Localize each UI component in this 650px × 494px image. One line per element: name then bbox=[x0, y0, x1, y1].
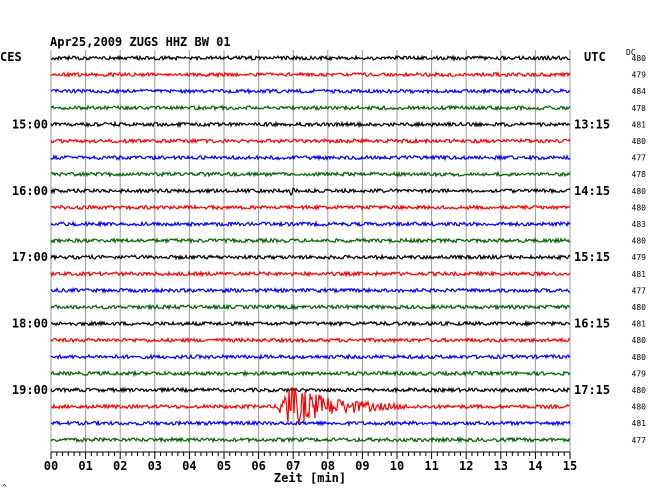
trace-line bbox=[51, 319, 571, 328]
time-axis: 00 01 02 03 04 05 06 07 08 09 10 11 12 13 14 15 bbox=[44, 451, 577, 473]
trace-line bbox=[50, 419, 571, 427]
dc-value-label: 480 bbox=[632, 403, 647, 412]
x-tick-label: 03 bbox=[148, 459, 162, 473]
corner-mark: ^ bbox=[2, 483, 7, 492]
trace-line bbox=[50, 369, 571, 378]
x-tick-label: 06 bbox=[251, 459, 265, 473]
x-tick-label: 02 bbox=[113, 459, 127, 473]
dc-value-label: 478 bbox=[632, 104, 647, 113]
right-time-label: 16:15 bbox=[574, 317, 610, 331]
trace-line bbox=[50, 170, 571, 178]
x-tick-label: 14 bbox=[528, 459, 542, 473]
left-time-label: 16:00 bbox=[12, 184, 48, 198]
x-tick-label: 11 bbox=[424, 459, 438, 473]
left-time-label: 19:00 bbox=[12, 383, 48, 397]
dc-value-label: 481 bbox=[632, 320, 647, 329]
dc-value-label: 480 bbox=[632, 137, 647, 146]
dc-value-label: 478 bbox=[632, 170, 647, 179]
x-axis-label: Zeit [min] bbox=[274, 471, 346, 485]
x-tick-label: 15 bbox=[563, 459, 577, 473]
right-timezone-label: UTC bbox=[584, 50, 606, 64]
trace-line bbox=[50, 187, 571, 197]
trace-line bbox=[50, 203, 571, 211]
seismic-traces bbox=[50, 54, 571, 444]
trace-line bbox=[50, 286, 571, 294]
left-timezone-label: CES bbox=[0, 50, 22, 64]
grid-lines bbox=[50, 50, 571, 452]
dc-value-label: 481 bbox=[632, 270, 647, 279]
x-tick-label: 10 bbox=[390, 459, 404, 473]
trace-line bbox=[50, 104, 571, 112]
trace-line bbox=[50, 70, 571, 79]
trace-line bbox=[50, 153, 571, 162]
dc-header-label: DC bbox=[626, 48, 636, 57]
trace-line bbox=[50, 253, 571, 262]
chart-title: Apr25,2009 ZUGS HHZ BW 01 bbox=[50, 35, 231, 49]
dc-value-label: 477 bbox=[632, 436, 647, 445]
dc-value-label: 483 bbox=[632, 220, 647, 229]
dc-value-label: 477 bbox=[632, 286, 647, 295]
dc-value-labels: 480 479 484 478 481 480 477 478 480 480 483 480 479 4… bbox=[632, 54, 647, 445]
right-time-label: 17:15 bbox=[574, 383, 610, 397]
left-time-labels: 15:00 16:00 17:00 18:00 19:00 bbox=[12, 117, 48, 397]
right-time-label: 14:15 bbox=[574, 184, 610, 198]
dc-value-label: 484 bbox=[632, 87, 647, 96]
trace-line bbox=[50, 303, 571, 311]
trace-line bbox=[50, 336, 571, 344]
dc-value-label: 480 bbox=[632, 187, 647, 196]
x-tick-label: 08 bbox=[321, 459, 335, 473]
x-tick-label: 07 bbox=[286, 459, 300, 473]
dc-value-label: 479 bbox=[632, 369, 647, 378]
left-time-label: 17:00 bbox=[12, 250, 48, 264]
trace-line bbox=[50, 237, 571, 245]
trace-line bbox=[50, 54, 571, 62]
x-tick-label: 00 bbox=[44, 459, 58, 473]
trace-line bbox=[50, 435, 571, 444]
dc-value-label: 481 bbox=[632, 419, 647, 428]
dc-value-label: 480 bbox=[632, 386, 647, 395]
dc-value-label: 480 bbox=[632, 336, 647, 345]
dc-value-label: 477 bbox=[632, 154, 647, 163]
x-tick-label: 04 bbox=[182, 459, 196, 473]
dc-value-label: 480 bbox=[632, 203, 647, 212]
dc-value-label: 481 bbox=[632, 120, 647, 129]
x-tick-label: 05 bbox=[217, 459, 231, 473]
trace-line bbox=[50, 386, 571, 424]
dc-value-label: 480 bbox=[632, 237, 647, 246]
right-time-label: 13:15 bbox=[574, 117, 610, 131]
x-tick-label: 01 bbox=[78, 459, 92, 473]
right-time-label: 15:15 bbox=[574, 250, 610, 264]
trace-line bbox=[50, 386, 571, 394]
trace-line bbox=[50, 137, 571, 145]
trace-line bbox=[50, 220, 571, 228]
x-tick-label: 12 bbox=[459, 459, 473, 473]
left-time-label: 15:00 bbox=[12, 117, 48, 131]
right-time-labels: 13:15 14:15 15:15 16:15 17:15 bbox=[574, 117, 610, 397]
trace-line bbox=[50, 352, 571, 361]
dc-value-label: 479 bbox=[632, 253, 647, 262]
trace-line bbox=[50, 269, 571, 278]
x-tick-label: 09 bbox=[355, 459, 369, 473]
dc-value-label: 480 bbox=[632, 303, 647, 312]
dc-value-label: 480 bbox=[632, 54, 647, 63]
x-tick-label: 13 bbox=[494, 459, 508, 473]
dc-value-label: 480 bbox=[632, 353, 647, 362]
dc-value-label: 479 bbox=[632, 71, 647, 80]
left-time-label: 18:00 bbox=[12, 317, 48, 331]
trace-line bbox=[50, 120, 571, 129]
trace-line bbox=[50, 87, 571, 96]
